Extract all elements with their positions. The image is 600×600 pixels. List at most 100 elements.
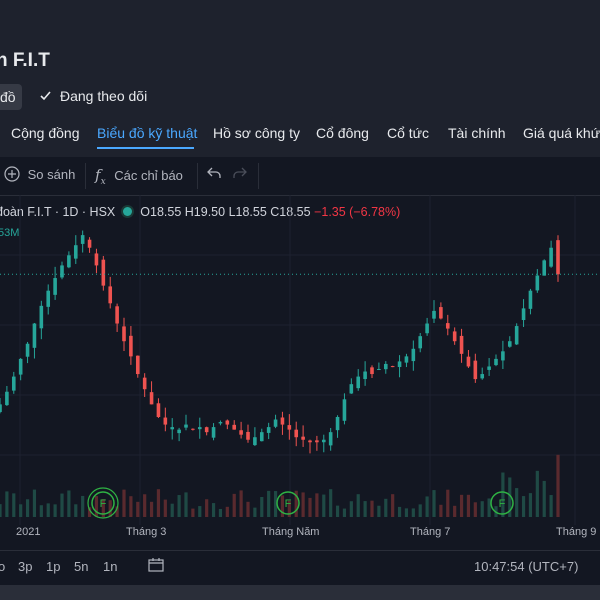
candle-body	[135, 355, 140, 375]
volume-bar	[384, 498, 388, 517]
candle-body	[87, 239, 92, 248]
chart-view-button[interactable]: đồ	[0, 84, 22, 110]
x-tick-label: Tháng 9	[556, 526, 597, 538]
footer-bar	[0, 585, 600, 600]
undo-button[interactable]	[207, 167, 221, 182]
volume-bar	[294, 490, 298, 517]
candle-body	[439, 307, 443, 319]
bottom-toolbar: o 3p 1p 5n 1n 10:47:54 (UTC+7)	[0, 550, 600, 581]
range-button[interactable]: 5n	[74, 559, 89, 574]
tab-historical-prices[interactable]: Giá quá khứ	[523, 125, 600, 141]
redo-button[interactable]	[233, 167, 247, 182]
volume-bar	[335, 505, 340, 517]
candle-body	[452, 331, 457, 342]
candle-body	[218, 422, 223, 424]
compare-button[interactable]: So sánh	[4, 166, 75, 182]
tab-bar: Cộng đồng Biểu đồ kỹ thuật Hồ sơ công ty…	[0, 118, 600, 152]
volume-label: 53M	[0, 227, 20, 239]
compare-label: So sánh	[27, 167, 76, 182]
range-button[interactable]: 1p	[46, 559, 61, 574]
candle-body	[425, 323, 429, 334]
volume-bar	[246, 501, 250, 517]
volume-bar	[163, 499, 167, 517]
volume-bar	[411, 508, 415, 517]
volume-bar	[143, 494, 147, 517]
candle-body	[383, 363, 388, 370]
volume-bar	[521, 496, 526, 517]
tab-shareholders[interactable]: Cổ đông	[316, 125, 369, 141]
volume-bar	[425, 496, 429, 517]
low-value: L18.55	[228, 205, 267, 219]
function-icon: fx	[95, 166, 106, 187]
ohlc-legend: đoàn F.I.T · 1D · HSX O18.55 H19.50 L18.5…	[0, 205, 400, 219]
candle-body	[349, 384, 354, 394]
candle-body	[521, 308, 526, 321]
volume-bar	[170, 503, 174, 517]
volume-bar	[377, 505, 381, 517]
market-status-dot	[123, 207, 133, 216]
candle-body	[487, 366, 491, 370]
volume-bar	[397, 506, 402, 517]
candle-body	[280, 417, 285, 425]
volume-bar	[205, 499, 209, 517]
volume-bar	[39, 505, 43, 517]
volume-bar	[191, 508, 195, 517]
candle-body	[328, 432, 333, 446]
candle-body	[163, 417, 168, 425]
volume-bar	[94, 496, 99, 517]
volume-bar	[287, 500, 291, 517]
candle-body	[377, 369, 381, 370]
volume-bar	[308, 497, 312, 517]
candle-body	[184, 424, 188, 428]
candle-body	[80, 235, 85, 244]
tab-company-profile[interactable]: Hồ sơ công ty	[213, 125, 300, 141]
volume-bar	[184, 492, 188, 517]
tab-technical-chart[interactable]: Biểu đồ kỹ thuật	[97, 125, 198, 141]
volume-bar	[253, 507, 257, 517]
candle-body	[390, 366, 395, 368]
candle-body	[60, 265, 64, 278]
range-button[interactable]: 3p	[18, 559, 33, 574]
candle-body	[204, 427, 209, 433]
candle-body	[11, 376, 16, 391]
event-marker-label: F	[499, 498, 506, 510]
follow-button[interactable]: Đang theo dõi	[40, 88, 147, 104]
volume-bar	[404, 508, 409, 517]
candle-body	[397, 361, 402, 368]
candle-body	[411, 348, 416, 362]
candle-body	[315, 440, 319, 443]
date-range-icon[interactable]	[148, 557, 166, 576]
volume-bar	[280, 495, 285, 517]
indicators-button[interactable]: fx Các chỉ báo	[95, 166, 183, 187]
event-marker-label: F	[285, 498, 292, 510]
candle-body	[370, 367, 374, 375]
candle-body	[528, 290, 533, 309]
candle-body	[253, 437, 257, 446]
active-tab-underline	[97, 147, 194, 149]
volume-bar	[453, 505, 457, 517]
volume-bar	[363, 501, 367, 517]
change-value: −1.35 (−6.78%)	[314, 205, 401, 219]
volume-bar	[156, 489, 161, 517]
volume-bar	[466, 494, 471, 517]
redo-icon	[233, 167, 247, 182]
range-button[interactable]: 1n	[103, 559, 118, 574]
candle-body	[225, 420, 230, 425]
follow-label: Đang theo dõi	[60, 88, 148, 104]
candle-body	[418, 336, 423, 349]
candle-body	[507, 341, 512, 347]
candle-body	[18, 358, 23, 375]
candle-body	[122, 326, 126, 342]
candle-body	[404, 356, 409, 363]
symbol-label: đoàn F.I.T · 1D · HSX	[0, 205, 116, 219]
candle-body	[246, 431, 250, 440]
volume-bar	[232, 493, 236, 517]
volume-bar	[501, 472, 505, 517]
candle-body	[473, 360, 478, 380]
tab-financials[interactable]: Tài chính	[448, 125, 506, 141]
tab-dividends[interactable]: Cổ tức	[387, 125, 430, 141]
range-button[interactable]: o	[0, 559, 6, 574]
tab-community[interactable]: Cộng đồng	[11, 125, 80, 141]
candle-body	[342, 399, 347, 421]
